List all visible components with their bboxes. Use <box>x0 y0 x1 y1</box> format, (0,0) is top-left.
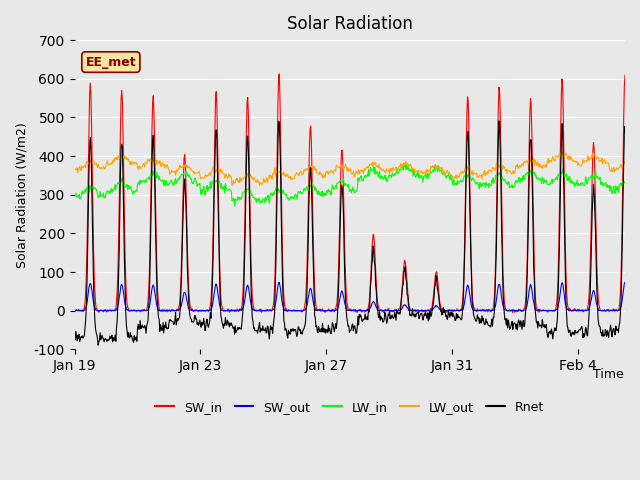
SW_out <box>92 307 99 312</box>
LW_out <box>557 149 565 155</box>
Rnet <box>94 342 102 348</box>
LW_in <box>276 187 284 193</box>
LW_in <box>637 308 640 313</box>
SW_in <box>529 207 537 213</box>
SW_in <box>392 308 400 313</box>
Rnet <box>529 228 537 234</box>
Text: EE_met: EE_met <box>86 56 136 69</box>
LW_out <box>307 163 314 168</box>
LW_out <box>204 173 212 179</box>
Line: LW_in: LW_in <box>74 164 640 311</box>
Y-axis label: Solar Radiation (W/m2): Solar Radiation (W/m2) <box>15 122 28 267</box>
SW_out <box>205 307 212 313</box>
Title: Solar Radiation: Solar Radiation <box>287 15 413 33</box>
Legend: SW_in, SW_out, LW_in, LW_out, Rnet: SW_in, SW_out, LW_in, LW_out, Rnet <box>150 396 549 419</box>
SW_out <box>529 291 536 297</box>
LW_out <box>276 171 284 177</box>
LW_in <box>204 188 212 194</box>
SW_out <box>308 288 316 293</box>
LW_in <box>70 192 78 198</box>
Rnet <box>495 118 503 124</box>
Rnet <box>91 317 99 323</box>
X-axis label: Time: Time <box>593 368 624 381</box>
Rnet <box>308 180 316 186</box>
LW_out <box>91 160 99 166</box>
SW_in <box>509 310 516 315</box>
Line: SW_in: SW_in <box>74 74 640 312</box>
SW_out <box>277 292 285 298</box>
LW_out <box>528 157 536 163</box>
SW_out <box>637 308 640 313</box>
SW_out <box>70 307 78 313</box>
LW_out <box>637 308 640 313</box>
Rnet <box>205 324 212 330</box>
LW_in <box>392 172 399 178</box>
LW_in <box>307 182 314 188</box>
Line: SW_out: SW_out <box>74 282 640 311</box>
LW_in <box>529 168 536 174</box>
SW_in <box>637 308 640 313</box>
LW_out <box>70 165 78 170</box>
Line: Rnet: Rnet <box>74 121 640 345</box>
LW_in <box>91 185 99 191</box>
SW_out <box>392 308 400 313</box>
SW_in <box>277 175 285 180</box>
SW_in <box>70 307 78 313</box>
Rnet <box>277 210 285 216</box>
Line: LW_out: LW_out <box>74 152 640 311</box>
SW_in <box>308 139 316 145</box>
Rnet <box>392 317 400 323</box>
SW_out <box>621 279 629 285</box>
Rnet <box>637 309 640 315</box>
SW_in <box>91 288 99 294</box>
LW_in <box>400 161 408 167</box>
SW_in <box>275 71 283 77</box>
LW_out <box>392 167 399 173</box>
SW_in <box>204 307 212 312</box>
SW_out <box>71 308 79 313</box>
Rnet <box>70 336 78 342</box>
